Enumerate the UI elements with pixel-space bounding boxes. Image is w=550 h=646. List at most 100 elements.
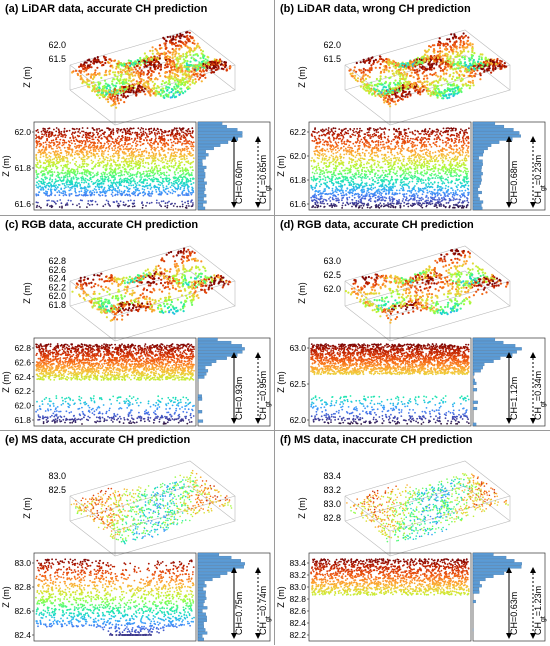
profile-point [182,170,184,172]
profile-point [134,192,136,194]
profile-point [65,172,67,174]
3d-point [125,96,127,98]
3d-point [170,91,172,93]
profile-point [131,161,133,163]
profile-point [127,139,129,141]
profile-point [185,192,187,194]
profile-point [172,148,174,150]
profile-point [97,132,99,134]
3d-point [114,93,116,95]
profile-point [44,176,46,178]
profile-point [164,165,166,167]
profile-point [161,157,163,159]
profile-point [78,153,80,155]
profile-point [115,194,117,196]
profile-point [103,146,105,148]
profile-point [192,154,194,156]
3d-point [128,80,130,82]
profile-point [187,185,189,187]
profile-point [118,191,120,193]
profile-point [153,155,155,157]
profile-point [175,128,177,130]
profile-point [155,135,157,137]
3d-point [217,66,219,68]
profile-point [106,200,108,202]
profile-point [107,154,109,156]
profile-point [51,192,53,194]
profile-point [78,129,80,131]
profile-point [132,184,134,186]
profile-point [179,176,181,178]
profile-point [86,206,88,208]
profile-point [60,135,62,137]
3d-point [203,55,205,57]
profile-point [46,135,48,137]
profile-point [187,200,189,202]
chgt-arrow-head-up [255,136,261,142]
profile-point [51,175,53,177]
3d-scatter-view: Z (m)62.061.5 [297,30,510,125]
3d-point [197,75,199,77]
profile-point [184,137,186,139]
3d-point [118,102,120,104]
profile-point [59,184,61,186]
3d-point [82,81,84,83]
3d-point [107,96,109,98]
3d-point [94,90,96,92]
3d-point [117,71,119,73]
profile-point [83,182,85,184]
profile-point [117,155,119,157]
3d-point [100,62,102,64]
profile-point [190,166,192,168]
3d-point [112,66,114,68]
profile-point [55,184,57,186]
profile-point [79,206,81,208]
profile-point [46,140,48,142]
profile-point [80,149,82,151]
profile-point [106,174,108,176]
profile-point [64,136,66,138]
3d-point [149,50,151,52]
profile-point [143,189,145,191]
profile-point [173,178,175,180]
3d-point [374,95,376,97]
profile-point [151,187,153,189]
3d-point [472,80,474,82]
profile-point [148,128,150,130]
profile-point [182,158,184,160]
profile-point [92,145,94,147]
profile-point [131,181,133,183]
profile-point [62,173,64,175]
3d-point [202,75,204,77]
profile-point [185,138,187,140]
profile-point [114,168,116,170]
3d-point [363,72,365,74]
profile-point [108,146,110,148]
3d-point [118,80,120,82]
3d-point [192,42,194,44]
3d-point [114,89,116,91]
3d-point [95,74,97,76]
profile-point [83,155,85,157]
profile-point [132,206,134,208]
3d-point [223,61,225,63]
profile-point [116,153,118,155]
profile-point [41,137,43,139]
profile-point [186,158,188,160]
profile-point [118,128,120,130]
3d-point [426,90,428,92]
profile-point [167,205,169,207]
3d-point [107,101,109,103]
3d-point [86,74,88,76]
profile-point [140,141,142,143]
profile-point [147,157,149,159]
profile-point [164,140,166,142]
profile-point [160,172,162,174]
profile-point [38,141,40,143]
profile-point [159,169,161,171]
profile-point [38,167,40,169]
3d-point [116,76,118,78]
profile-point [135,145,137,147]
profile-point [77,166,79,168]
3d-point [174,80,176,82]
